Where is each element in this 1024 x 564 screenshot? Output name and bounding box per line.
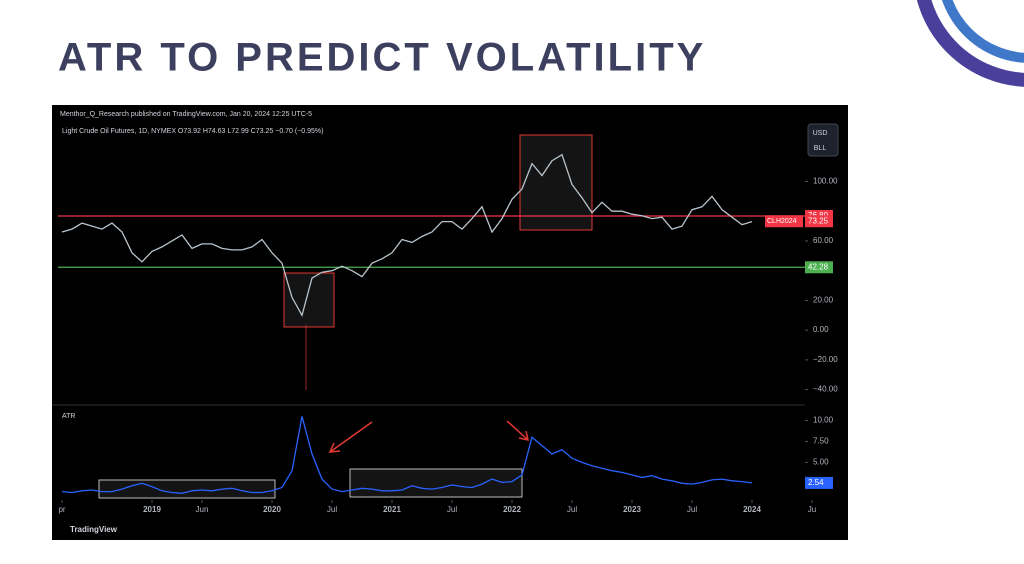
slide-title: ATR TO PREDICT VOLATILITY <box>58 36 706 80</box>
x-tick-label: Jul <box>567 505 577 514</box>
x-tick-label: Ju <box>808 505 816 514</box>
publisher: Menthor_Q_Research published on TradingV… <box>60 111 312 118</box>
y-tick-label: 5.00 <box>813 457 829 466</box>
last-label: 2.54 <box>808 478 824 487</box>
y-tick-label: 10.00 <box>813 416 834 425</box>
x-tick-label: Jul <box>687 505 697 514</box>
arrow <box>506 420 529 441</box>
series-name: CLH2024 <box>767 218 797 225</box>
x-tick-label: 2023 <box>623 505 641 514</box>
highlight-box <box>519 134 593 231</box>
y-tick-label: −20.00 <box>813 355 838 364</box>
chart-panel <box>52 105 848 540</box>
y-tick-label: −40.00 <box>813 385 838 394</box>
x-tick-label: pr <box>58 505 65 514</box>
unit: BLL <box>814 145 827 152</box>
highlight-box <box>98 479 276 499</box>
series-line <box>61 153 753 318</box>
x-tick-label: Jul <box>327 505 337 514</box>
footer: TradingView <box>70 525 118 534</box>
y-tick-label: 0.00 <box>813 325 829 334</box>
last-tag <box>805 215 833 228</box>
x-tick-label: 2020 <box>263 505 281 514</box>
symbol-line: Light Crude Oil Futures, 1D, NYMEX O73.9… <box>62 128 323 135</box>
level-label: 42.28 <box>808 262 829 271</box>
x-tick-label: 2021 <box>383 505 401 514</box>
x-tick-label: Jun <box>196 505 209 514</box>
y-tick-label: 100.00 <box>813 177 838 186</box>
highlight-box <box>349 468 523 498</box>
unit-box <box>807 123 839 157</box>
currency: USD <box>813 130 828 137</box>
highlight-box <box>283 272 335 328</box>
arrow <box>328 421 373 453</box>
atr-title: ATR <box>62 413 75 420</box>
last-tag <box>805 476 833 489</box>
level-tag <box>805 261 833 274</box>
last-label: 73.25 <box>808 216 829 225</box>
x-tick-label: 2022 <box>503 505 521 514</box>
series-line <box>61 416 753 494</box>
x-tick-label: 2024 <box>743 505 761 514</box>
x-tick-label: Jul <box>447 505 457 514</box>
x-tick-label: 2019 <box>143 505 161 514</box>
y-tick-label: 7.50 <box>813 437 829 446</box>
y-tick-label: 20.00 <box>813 296 834 305</box>
y-tick-label: 60.00 <box>813 236 834 245</box>
series-tag <box>765 215 803 228</box>
